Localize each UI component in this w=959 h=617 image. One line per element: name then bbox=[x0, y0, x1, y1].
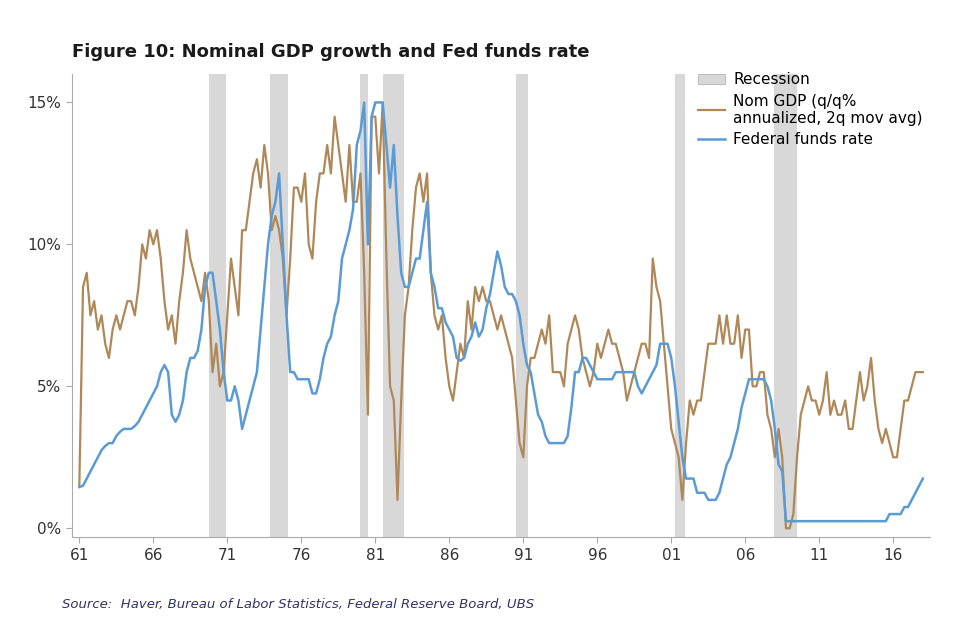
Legend: Recession, Nom GDP (q/q%
annualized, 2q mov avg), Federal funds rate: Recession, Nom GDP (q/q% annualized, 2q … bbox=[698, 72, 923, 147]
Text: Source:  Haver, Bureau of Labor Statistics, Federal Reserve Board, UBS: Source: Haver, Bureau of Labor Statistic… bbox=[62, 598, 534, 611]
Bar bbox=[270, 74, 288, 537]
Text: Figure 10: Nominal GDP growth and Fed funds rate: Figure 10: Nominal GDP growth and Fed fu… bbox=[72, 43, 590, 61]
Bar bbox=[209, 74, 226, 537]
Bar bbox=[516, 74, 528, 537]
Bar bbox=[361, 74, 368, 537]
Bar bbox=[774, 74, 797, 537]
Bar bbox=[675, 74, 685, 537]
Bar bbox=[383, 74, 404, 537]
